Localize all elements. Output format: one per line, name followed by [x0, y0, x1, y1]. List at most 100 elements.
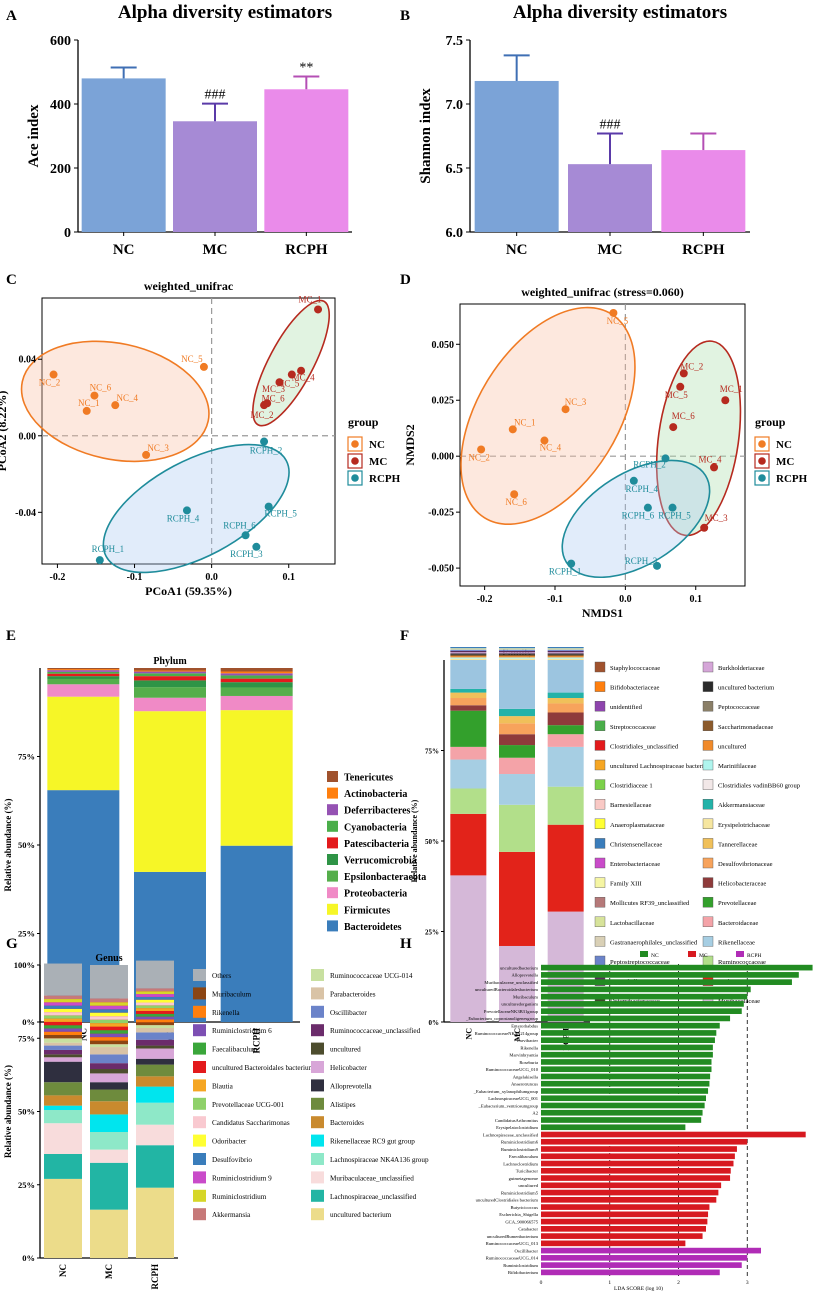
legend-label-deferribacteres: Deferribacteres — [344, 806, 411, 817]
segment-nc-minor-7 — [450, 649, 487, 651]
lda-bar-ruminococcaceaeucg-014 — [541, 1255, 748, 1261]
legend-label-desulfovibrionaceae: Desulfovibrionaceae — [718, 861, 773, 868]
plot-frame — [459, 303, 746, 587]
lda-label-uncultured: uncultured — [518, 1183, 538, 1188]
legend-swatch-tenericutes — [327, 771, 338, 782]
panel-label-e: E — [6, 628, 16, 644]
legend-swatch-parabacteroides — [311, 987, 324, 1000]
y-tick-label: 0% — [22, 1017, 35, 1027]
legend-label-faecalibaculum: Faecalibaculum — [212, 1046, 258, 1054]
lda-label-alloprevotella: Alloprevotella — [511, 973, 538, 978]
point-nc-1 — [82, 406, 91, 415]
point-nc-2 — [477, 445, 486, 454]
segment-nc-minor-1 — [450, 657, 487, 659]
legend-label-rikenella: Rikenella — [212, 1009, 240, 1017]
point-label-nc-4: NC_4 — [540, 443, 562, 453]
chart-title: weighted_unifrac — [144, 279, 234, 293]
lda-label-eubacterium-xylanophilumgroup: _Eubacterium_xylanophilumgroup — [473, 1089, 539, 1094]
segment-rcph-alistipes — [136, 1064, 174, 1077]
point-mc-3 — [700, 523, 709, 532]
segment-mc-patescibacteria — [134, 676, 206, 681]
legend-swatch-ruminococcaceae-ucg-014 — [311, 969, 324, 981]
segment-mc-small-genus-5 — [90, 1023, 128, 1027]
y-tick-label: 100% — [14, 960, 35, 970]
legend-swatch-faecalibaculum — [193, 1042, 206, 1055]
lda-bar-enterorhabdus — [541, 1022, 720, 1029]
segment-rcph-helicobacter — [136, 1048, 174, 1059]
segment-rcph-helicobacteraceae — [547, 712, 584, 726]
legend-swatch-staphylococcaceae — [594, 661, 606, 673]
lda-label-enterorhabdus: Enterorhabdus — [511, 1024, 538, 1029]
legend-swatch-proteobacteria — [327, 887, 338, 899]
lda-bar-prevotellaceaenk3b31group — [541, 1008, 742, 1014]
segment-mc-akkermansiaceae — [499, 708, 535, 717]
point-nc-2 — [49, 370, 58, 379]
segment-mc-small-genus-4 — [90, 1026, 128, 1031]
y-tick-label: 75% — [18, 1033, 35, 1043]
lda-bar-oscillibacter — [541, 1247, 761, 1254]
x-tick-label: 2 — [677, 1280, 680, 1286]
legend-label-mc: MC — [699, 953, 708, 959]
lda-label-turicibacter: Turicibacter — [516, 1169, 539, 1174]
segment-rcph-small-genus-12 — [136, 988, 174, 992]
segment-rcph-alloprevotella — [136, 1058, 174, 1065]
x-tick-label-mc: MC — [598, 242, 623, 258]
panel-label-d: D — [400, 272, 411, 288]
legend-label-tenericutes: Tenericutes — [344, 773, 393, 784]
legend-swatch-mc — [758, 457, 766, 465]
point-label-nc-6: NC_6 — [505, 497, 527, 507]
point-label-mc-5: MC_5 — [276, 379, 300, 389]
y-tick-label: 75% — [18, 752, 35, 762]
segment-nc-minor-6 — [450, 650, 487, 653]
lda-bar-bifidobacterium — [541, 1269, 720, 1276]
legend-swatch-actinobacteria — [327, 787, 338, 799]
segment-mc-lachnospiraceae — [499, 851, 535, 946]
segment-rcph-small-genus-7 — [136, 1002, 174, 1006]
segment-mc-ruminococcaceae-ucg-014 — [90, 1044, 128, 1048]
segment-nc-muribaculaceae — [450, 875, 487, 1022]
lda-label-a2: A2 — [532, 1111, 538, 1116]
legend-swatch-uncultured — [311, 1042, 324, 1055]
point-rcph-5 — [668, 503, 677, 512]
bar-rcph — [264, 89, 349, 232]
segment-rcph-ruminococcaceae-ucg-014 — [136, 1025, 174, 1028]
legend-label-akkermansia: Akkermansia — [212, 1211, 251, 1219]
segment-rcph-rikenellaceae-rc9-gut-group — [136, 1086, 174, 1103]
segment-rcph-small-genus-4 — [136, 1010, 174, 1014]
segment-nc-uncultured — [44, 1054, 82, 1058]
legend-label-uncultured: uncultured — [330, 1046, 361, 1054]
segment-rcph-ruminococcaceae-unclassified — [136, 1039, 174, 1046]
segment-mc-small-genus-9 — [90, 1009, 128, 1013]
legend-swatch-helicobacteraceae — [702, 877, 714, 888]
legend-swatch-bacteroidetes — [327, 920, 338, 932]
legend-swatch-patescibacteria — [327, 837, 338, 849]
x-axis-label: PCoA1 (59.35%) — [145, 584, 232, 598]
legend-label-gastranaerophilales-unclassified: Gastranaerophilales_unclassified — [610, 939, 698, 946]
segment-mc-lachnospiraceae-nk4a136-group — [90, 1132, 128, 1150]
segment-nc-parabacteroides — [44, 1042, 82, 1046]
y-tick-label: 0.025 — [432, 396, 455, 407]
legend-swatch-burkholderiaceae — [702, 661, 714, 673]
segment-rcph-bacteroides — [136, 1076, 174, 1087]
segment-nc-small-genus-3 — [44, 1025, 82, 1029]
lda-label-marvinbryantia: Marvinbryantia — [509, 1053, 538, 1058]
segment-nc-small-genus-4 — [44, 1021, 82, 1026]
point-label-nc-5: NC_5 — [607, 316, 629, 326]
legend-swatch-bifidobacteriaceae — [594, 681, 606, 692]
lda-label-faecalibaculum: Faecalibaculum — [509, 1154, 539, 1159]
legend-swatch-blautia — [193, 1079, 206, 1092]
segment-mc-lachnospiraceae-unclassified — [90, 1162, 128, 1210]
x-tick-label: -0.2 — [49, 572, 65, 583]
lda-label-unculturedclostridiales-bacterium: unculturedClostridiales bacterium — [476, 1198, 539, 1203]
x-tick-label-rcph: RCPH — [682, 242, 725, 258]
legend-label-odoribacter: Odoribacter — [212, 1138, 247, 1146]
lda-bar-eubacterium-coprostanoligenesgroup — [541, 1015, 731, 1022]
segment-mc-minor-7 — [499, 649, 535, 651]
legend-label-family-xiii: Family XIII — [610, 881, 642, 888]
x-tick-label-rcph: RCPH — [150, 1264, 160, 1290]
x-tick-label: 0.0 — [619, 594, 632, 605]
segment-nc-lachnospiraceae-nk4a136-group — [44, 1110, 82, 1124]
x-tick-label: -0.1 — [127, 572, 143, 583]
legend-label-oscillibacter: Oscillibacter — [330, 1009, 367, 1017]
